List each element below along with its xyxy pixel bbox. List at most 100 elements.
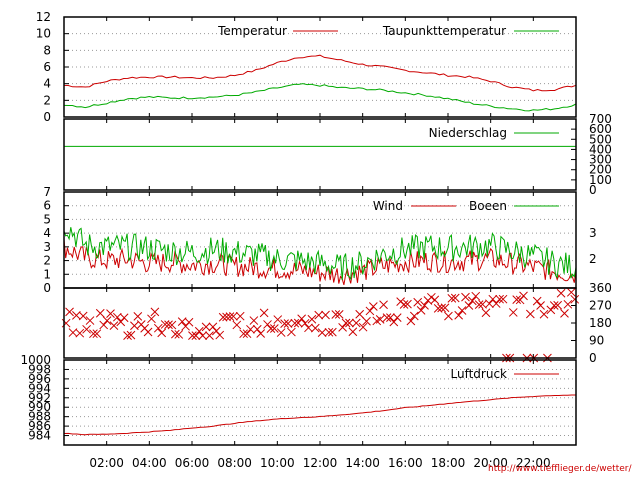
wind-direction-marker: [106, 309, 115, 318]
y-tick-label: 0: [589, 183, 597, 197]
wind-direction-marker: [549, 301, 559, 310]
wind-direction-marker: [112, 312, 122, 322]
wind-direction-marker: [420, 301, 429, 310]
series-wind: [63, 239, 577, 286]
wind-direction-marker: [252, 324, 262, 334]
y-tick-label: 1: [43, 267, 51, 281]
wind-direction-marker: [539, 309, 549, 319]
wind-direction-marker: [430, 295, 440, 305]
wind-direction-marker: [498, 294, 508, 304]
wind-direction-marker: [485, 299, 494, 309]
x-tick-label: 20:00: [473, 456, 508, 470]
y-tick-label: 984: [28, 429, 51, 443]
y-tick-label: 0: [43, 110, 51, 124]
wind-direction-marker: [553, 300, 563, 310]
wind-direction-marker: [508, 308, 518, 317]
wind-direction-marker: [297, 314, 307, 324]
wind-direction-marker: [119, 313, 129, 323]
wind-direction-marker: [229, 311, 238, 321]
y-tick-label: 992: [28, 391, 51, 405]
wind-direction-marker: [488, 294, 498, 304]
wind-direction-marker: [362, 316, 371, 326]
wind-direction-marker: [266, 324, 276, 333]
wind-direction-marker: [184, 317, 194, 327]
y-tick-label: 990: [28, 400, 51, 414]
wind-direction-marker: [65, 307, 74, 317]
y-tick-label: 10: [36, 27, 51, 41]
wind-direction-marker: [75, 328, 85, 338]
wind-direction-marker: [239, 329, 248, 339]
wind-direction-marker: [461, 292, 470, 302]
y-tick-label: 986: [28, 419, 51, 433]
wind-direction-marker: [92, 329, 102, 339]
wind-direction-marker: [205, 331, 214, 340]
y-tick-label: 500: [589, 132, 612, 146]
legend-label: Niederschlag: [429, 126, 507, 140]
wind-direction-marker: [512, 295, 522, 304]
series-luftdruck: [63, 394, 576, 436]
y-tick-label: 5: [43, 212, 51, 226]
wind-direction-marker: [375, 315, 385, 324]
wind-direction-marker: [164, 320, 173, 330]
wind-direction-marker: [409, 311, 419, 321]
y-tick-label: 988: [28, 410, 51, 424]
wind-direction-marker: [341, 318, 351, 328]
wind-direction-marker: [171, 329, 180, 339]
wind-direction-marker: [269, 324, 279, 333]
wind-direction-marker: [99, 320, 109, 330]
wind-direction-marker: [300, 318, 310, 328]
wind-direction-marker: [246, 324, 255, 334]
wind-direction-marker: [177, 317, 187, 326]
x-tick-label: 22:00: [516, 456, 551, 470]
wind-direction-marker: [382, 313, 392, 323]
x-tick-label: 02:00: [89, 456, 124, 470]
wind-direction-marker: [447, 293, 457, 303]
wind-direction-marker: [478, 299, 487, 309]
wind-direction-marker: [416, 306, 426, 315]
wind-direction-marker: [491, 299, 501, 308]
x-tick-label: 18:00: [431, 456, 466, 470]
wind-direction-marker: [399, 300, 409, 309]
wind-direction-marker: [481, 308, 491, 318]
wind-direction-marker: [406, 316, 416, 326]
wind-direction-marker: [379, 300, 388, 310]
wind-direction-marker: [348, 327, 358, 337]
wind-direction-marker: [130, 321, 139, 331]
wind-direction-marker: [85, 316, 95, 325]
wind-direction-marker: [355, 309, 365, 319]
wind-direction-marker: [150, 307, 160, 317]
wind-direction-marker: [68, 328, 78, 337]
wind-direction-marker: [78, 311, 88, 321]
wind-direction-marker: [560, 309, 569, 318]
wind-direction-marker: [368, 302, 378, 311]
legend-label: Luftdruck: [450, 367, 507, 381]
y-tick-label: 400: [589, 142, 612, 156]
x-tick-label: 16:00: [388, 456, 423, 470]
wind-direction-marker: [392, 313, 402, 323]
y-tick-label: 90: [589, 334, 604, 348]
wind-direction-marker: [450, 293, 460, 303]
wind-direction-marker: [215, 330, 225, 340]
wind-direction-marker: [563, 299, 573, 309]
wind-direction-marker: [287, 327, 296, 337]
wind-direction-marker: [249, 316, 259, 325]
panel-dir: 0 90 180 270 360: [61, 281, 612, 365]
y-tick-label: 600: [589, 122, 612, 136]
wind-direction-marker: [242, 329, 252, 339]
x-tick-label: 08:00: [217, 456, 252, 470]
wind-direction-marker: [324, 327, 334, 337]
wind-direction-marker: [433, 303, 443, 313]
y-tick-label: 4: [43, 77, 51, 91]
y-tick-label: 270: [589, 299, 612, 313]
wind-direction-marker: [273, 315, 283, 324]
wind-direction-marker: [102, 316, 112, 325]
wind-direction-marker: [280, 319, 289, 328]
x-tick-label: 10:00: [260, 456, 295, 470]
wind-direction-marker: [194, 326, 204, 336]
wind-direction-marker: [495, 294, 504, 304]
y-tick-label: 300: [589, 153, 612, 167]
y-tick-label: 180: [589, 316, 612, 330]
